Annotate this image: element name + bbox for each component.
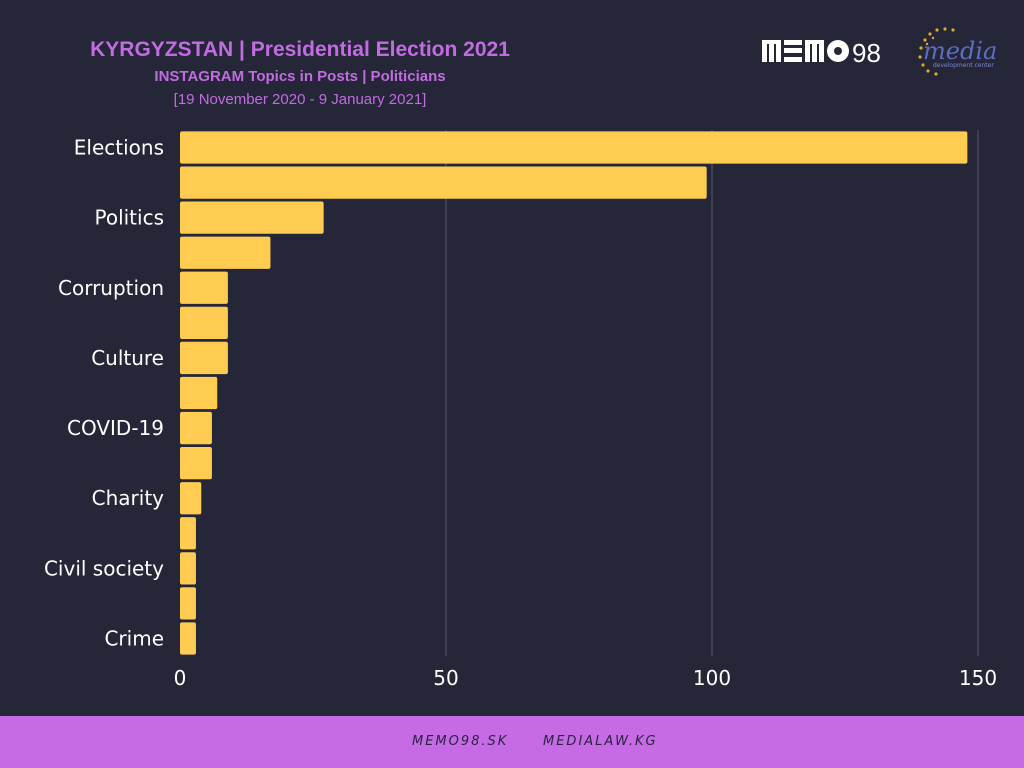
svg-text:media: media [923,37,997,65]
bar-chart: Elections Politics Corruption Culture COVID-… [44,130,997,690]
bar [180,622,196,655]
x-tick-label: 100 [693,666,731,690]
category-label: Crime [104,626,164,650]
category-label: Corruption [58,276,164,300]
category-label: Politics [94,206,164,230]
x-tick-label: 150 [959,666,997,690]
bar [180,166,707,199]
category-label: Elections [74,136,164,160]
chart-title: KYRGYZSTAN | Presidential Election 2021 [90,38,510,61]
bar [180,552,196,585]
category-label: Civil society [44,556,164,580]
date-range: [19 November 2020 - 9 January 2021] [173,91,427,108]
bar [180,411,212,445]
bar [180,306,228,339]
chart-header: KYRGYZSTAN | Presidential Election 2021 … [0,0,600,120]
bar [180,236,271,269]
media-development-center-logo: media development center [918,27,997,76]
category-label: COVID-19 [67,416,164,440]
x-tick-label: 0 [174,666,187,690]
footer-bar: MEMO98.SK MEDIALAW.KG [0,716,1024,768]
bar [180,587,196,620]
chart-subtitle: INSTAGRAM Topics in Posts | Politicians [154,68,446,85]
bar [180,482,202,515]
footer-link-medialaw[interactable]: MEDIALAW.KG [543,734,658,749]
bar [180,517,196,550]
memo98-logo: 98 [762,38,881,66]
footer-link-memo98[interactable]: MEMO98.SK [412,734,509,749]
bar [180,376,218,410]
bar [180,341,228,375]
category-label: Charity [92,486,165,510]
bar [180,201,324,234]
bar [180,131,968,164]
bar [180,271,228,304]
svg-text:development center: development center [933,62,994,69]
bar [180,447,212,480]
x-tick-label: 50 [433,666,458,690]
category-label: Culture [91,346,164,370]
svg-text:98: 98 [852,38,881,66]
